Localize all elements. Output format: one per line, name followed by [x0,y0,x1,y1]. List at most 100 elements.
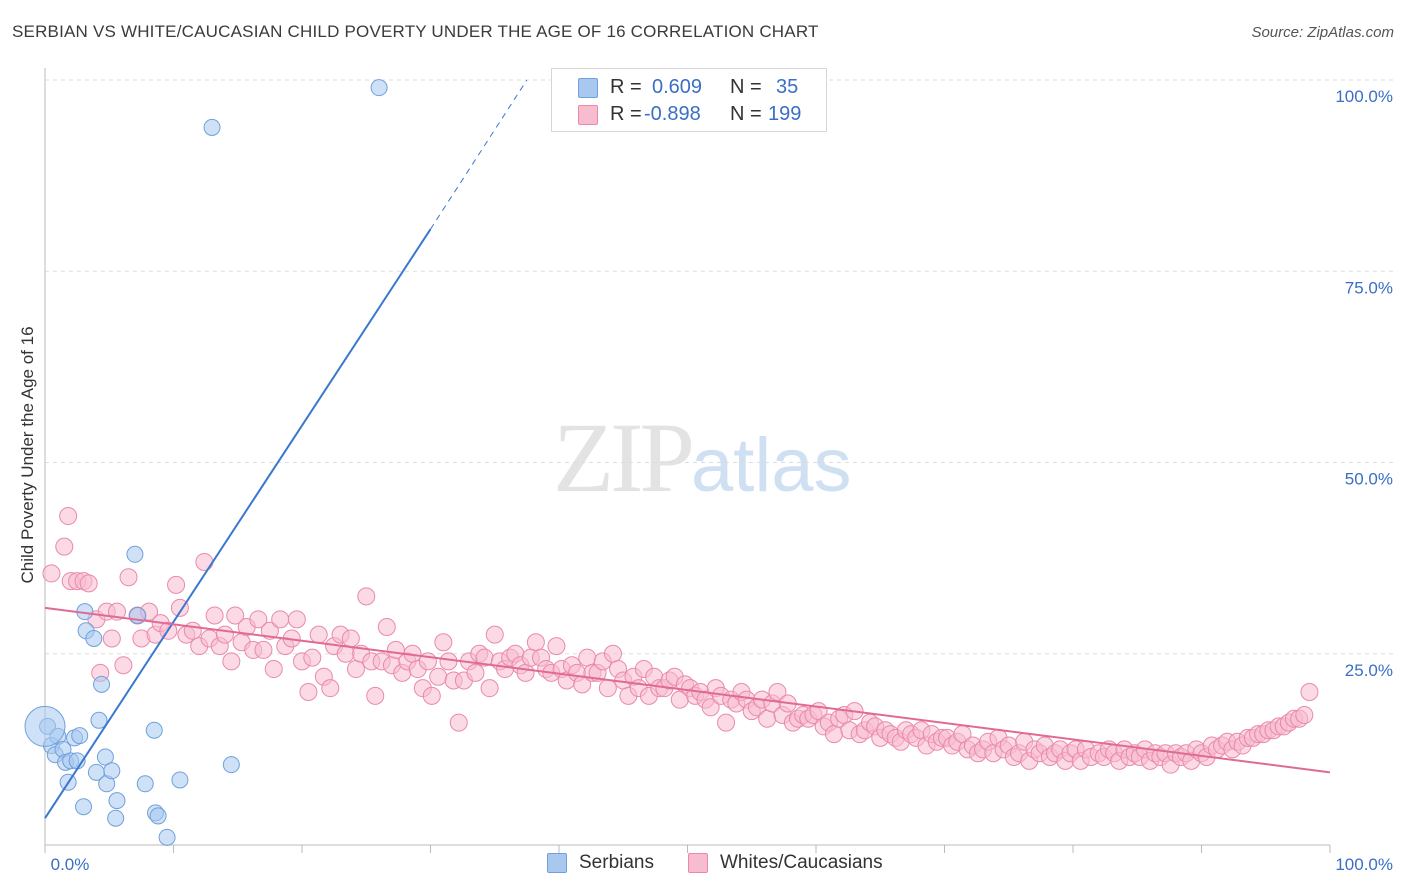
white-caucasian-point [357,587,376,606]
legend-n-label: N = [730,103,762,125]
white-caucasian-point [119,568,138,587]
serbian-point [158,828,176,846]
white-caucasian-point [195,552,214,571]
white-caucasian-point [222,652,241,671]
serbian-point [71,727,89,745]
y-axis-label: Child Poverty Under the Age of 16 [18,326,37,584]
white-caucasian-point [526,633,545,652]
white-caucasian-point [260,621,279,640]
white-caucasian-point [578,648,597,667]
legend-r-value: -0.898 [644,103,701,125]
serbian-point [107,809,125,827]
x-tick-label: 0.0% [51,855,90,874]
white-caucasian-point [547,637,566,656]
bottom-legend-swatch-serbians [547,853,567,873]
white-caucasian-point [1295,705,1314,724]
legend-r-value: 0.609 [652,76,703,98]
white-caucasian-point [341,629,360,648]
bottom-legend-label-serbians: Serbians [579,852,654,873]
serbian-point [136,775,154,793]
white-caucasian-point [1300,683,1319,701]
white-caucasian-point [449,713,468,732]
white-caucasian-point [346,660,365,679]
serbian-point [149,807,167,825]
white-caucasian-point [287,610,306,629]
legend-swatch-serbians [578,78,598,98]
bottom-legend-label-whites: Whites/Caucasians [720,852,883,873]
white-caucasian-point [79,574,98,593]
serbian-point [75,798,93,816]
white-caucasian-point [271,610,290,629]
white-caucasian-point [439,652,458,671]
source-label: Source: ZipAtlas.com [1251,24,1394,41]
serbian-point [96,748,114,766]
white-caucasian-point [167,575,186,594]
white-caucasian-trend-line [44,606,1331,774]
legend-n-label: N = [730,76,762,98]
bottom-legend-swatch-whites [688,853,708,873]
y-tick-label: 100.0% [1335,87,1393,106]
white-caucasian-point [183,621,202,640]
legend-n-value: 35 [776,76,799,98]
legend-r-label: R = [610,76,642,98]
legend-r-label: R = [610,103,642,125]
serbian-point [24,705,66,747]
serbian-point [103,762,121,780]
white-caucasian-point [768,683,787,701]
white-caucasian-point [598,679,617,698]
white-caucasian-point [299,683,318,701]
serbian-point [85,629,103,647]
serbian-point [222,756,240,774]
watermark-atlas: atlas [691,423,852,508]
serbian-point [126,545,144,563]
white-caucasian-point [701,698,720,717]
white-caucasian-point [824,725,843,744]
serbian-point [90,711,108,729]
white-caucasian-point [309,625,328,644]
white-caucasian-point [114,656,133,675]
serbian-point [145,721,163,739]
white-caucasian-point [377,617,396,636]
serbian-trend-line [44,228,432,819]
white-caucasian-point [516,663,535,682]
serbian-point [370,79,388,97]
white-caucasian-point [264,660,283,679]
white-caucasian-point [717,713,736,732]
white-caucasian-point [215,625,234,644]
white-caucasian-point [366,686,385,705]
white-caucasian-point [303,648,322,667]
white-caucasian-point [102,629,121,648]
serbian-trend-extension [430,79,528,230]
white-caucasian-point [249,610,268,629]
white-caucasian-point [422,686,441,705]
serbian-point [108,792,126,810]
y-tick-label: 75.0% [1345,278,1393,297]
white-caucasian-point [480,679,499,698]
white-caucasian-point [603,644,622,663]
white-caucasian-point [205,606,224,625]
x-tick-label: 100.0% [1335,855,1393,874]
y-tick-label: 25.0% [1345,661,1393,680]
white-caucasian-point [59,507,78,526]
y-tick-label: 50.0% [1345,470,1393,489]
correlation-legend: R = 0.609 N = 35 R = -0.898 N = 199 [551,68,827,132]
white-caucasian-point [485,625,504,644]
white-caucasian-point [42,564,61,583]
white-caucasian-point [429,667,448,686]
white-caucasian-point [170,598,189,617]
chart-title: SERBIAN VS WHITE/CAUCASIAN CHILD POVERTY… [12,22,819,41]
legend-n-value: 199 [768,103,802,125]
serbian-point [171,771,189,789]
legend-swatch-whites [578,105,598,125]
white-caucasian-point [434,633,453,652]
watermark: ZIPatlas [553,400,852,515]
white-caucasian-point [254,640,273,659]
white-caucasian-point [758,709,777,728]
white-caucasian-point [321,679,340,698]
serbian-point [203,118,221,136]
white-caucasian-point [226,606,245,625]
serbian-point [93,675,111,693]
white-caucasian-point [466,663,485,682]
watermark-zip: ZIP [553,402,695,513]
